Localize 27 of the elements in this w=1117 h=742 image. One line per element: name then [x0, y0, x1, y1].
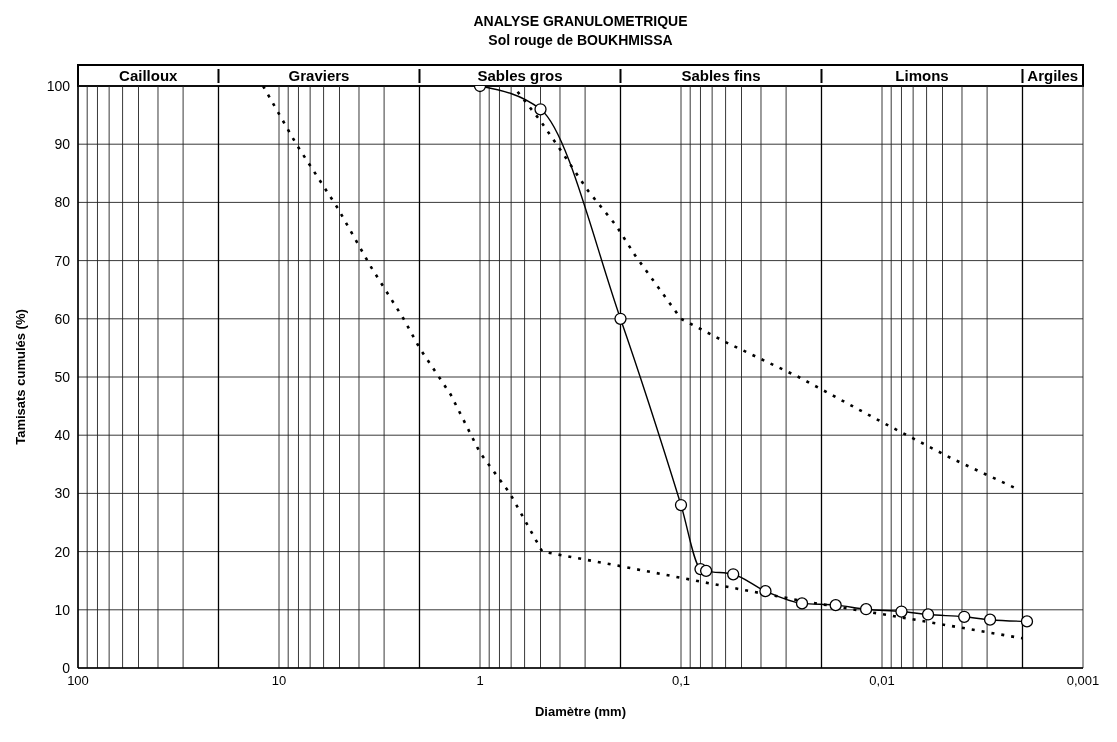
y-tick-label: 60 [54, 310, 71, 327]
text: Argiles [1027, 67, 1079, 84]
x-axis-title: Diamètre (mm) [534, 704, 627, 719]
text: Limons [895, 67, 949, 84]
x-tick-label: 0,001 [1066, 673, 1100, 689]
y-tick-label: 70 [54, 252, 71, 269]
y-tick-label: 20 [54, 543, 71, 560]
y-tick-label: 0 [62, 659, 71, 676]
y-tick-label: 50 [54, 368, 71, 385]
text: Sables gros [477, 67, 563, 84]
x-tick-label: 1 [476, 673, 484, 689]
y-tick-label: 30 [54, 485, 71, 502]
x-tick-label: 0,1 [671, 673, 691, 689]
y-tick-label: 10 [54, 601, 71, 618]
chart-subtitle: Sol rouge de BOUKHMISSA [487, 31, 674, 50]
x-tick-label: 100 [67, 673, 89, 689]
x-tick-label: 0,01 [869, 673, 895, 689]
x-tick-label: 10 [271, 673, 287, 689]
y-tick-label: 90 [54, 136, 71, 153]
y-tick-label: 40 [54, 427, 71, 444]
y-tick-label: 100 [46, 77, 71, 94]
text: Graviers [288, 67, 350, 84]
text: Cailloux [119, 67, 179, 84]
y-axis-title: Tamisats cumulés (%) [12, 309, 28, 445]
y-tick-label: 80 [54, 194, 71, 211]
text: Sables fins [681, 67, 761, 84]
chart-title: ANALYSE GRANULOMETRIQUE [472, 12, 689, 31]
